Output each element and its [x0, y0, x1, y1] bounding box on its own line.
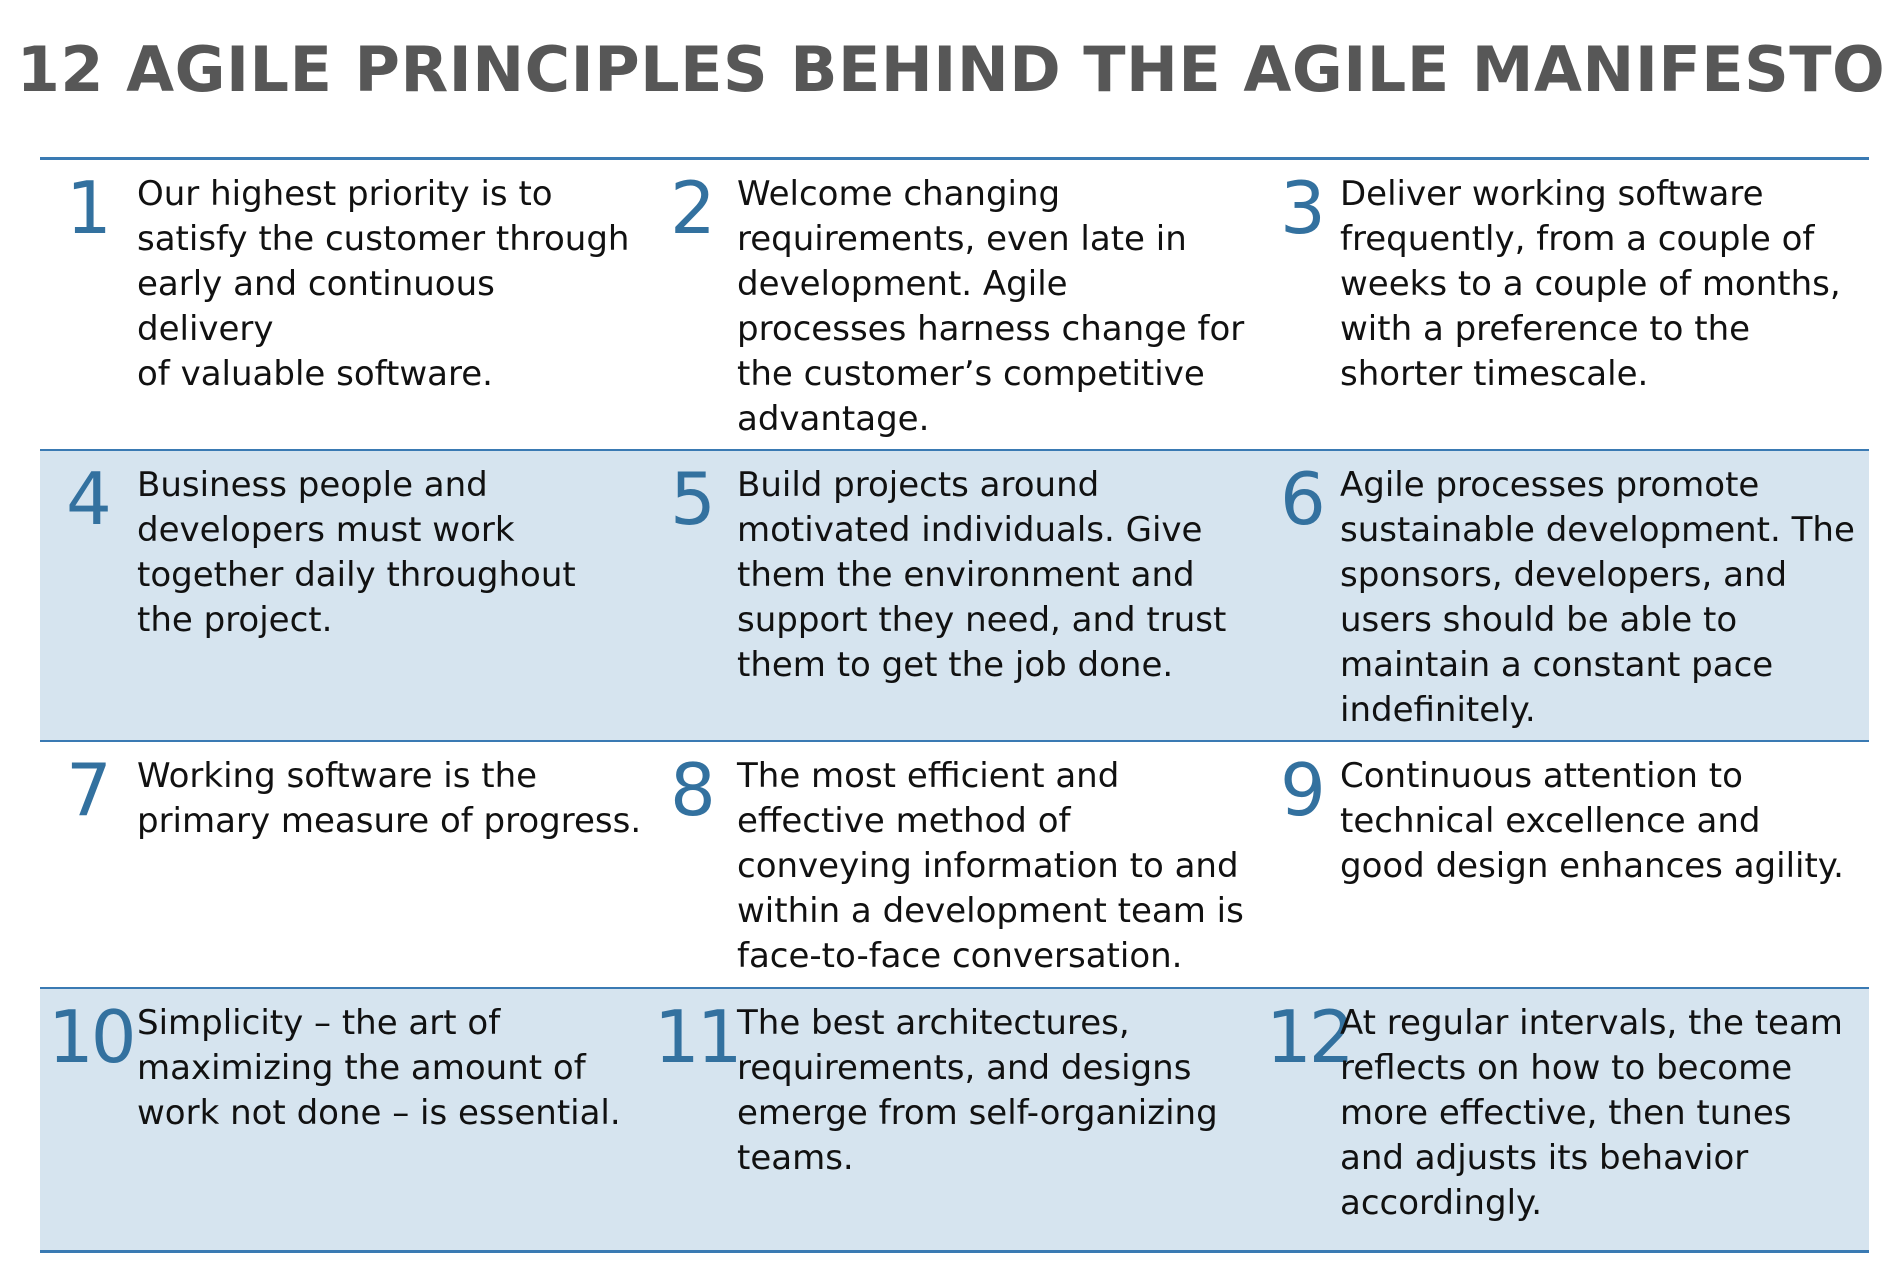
principles-row: 4 Business people and developers must wo…: [40, 451, 1869, 742]
principles-row: 10 Simplicity – the art of maximizing th…: [40, 989, 1869, 1250]
principle-cell-1: 1 Our highest priority is to satisfy the…: [40, 160, 650, 449]
principle-text: At regular intervals, the team reflects …: [1340, 1003, 1843, 1223]
principle-number: 1: [66, 166, 112, 250]
principle-number: 8: [670, 748, 716, 832]
principle-number: 12: [1266, 995, 1355, 1079]
principle-cell-6: 6 Agile processes promote sustainable de…: [1262, 451, 1869, 740]
principle-text: The best architectures, requirements, an…: [737, 1003, 1218, 1178]
principle-cell-3: 3 Deliver working software frequently, f…: [1262, 160, 1869, 449]
principle-number: 4: [66, 457, 112, 541]
principle-number: 3: [1280, 166, 1326, 250]
principle-number: 9: [1280, 748, 1326, 832]
principle-text: The most efficient and effective method …: [737, 756, 1244, 976]
principle-cell-10: 10 Simplicity – the art of maximizing th…: [40, 989, 650, 1250]
principle-cell-2: 2 Welcome changing requirements, even la…: [650, 160, 1262, 449]
principle-text: Agile processes promote sustainable deve…: [1340, 465, 1855, 730]
principle-cell-11: 11 The best architectures, requirements,…: [650, 989, 1262, 1250]
principle-cell-7: 7 Working software is the primary measur…: [40, 742, 650, 987]
principle-number: 10: [48, 995, 137, 1079]
principle-number: 5: [670, 457, 716, 541]
principle-text: Welcome changing requirements, even late…: [737, 174, 1245, 439]
principle-number: 2: [670, 166, 716, 250]
principle-cell-9: 9 Continuous attention to technical exce…: [1262, 742, 1869, 987]
principle-text: Deliver working software frequently, fro…: [1340, 174, 1841, 394]
principles-grid: 1 Our highest priority is to satisfy the…: [40, 157, 1869, 1253]
principle-text: Working software is the primary measure …: [137, 756, 642, 841]
principle-text: Simplicity – the art of maximizing the a…: [137, 1003, 621, 1133]
principle-text: Continuous attention to technical excell…: [1340, 756, 1844, 886]
principle-cell-5: 5 Build projects around motivated indivi…: [650, 451, 1262, 740]
principles-row: 1 Our highest priority is to satisfy the…: [40, 160, 1869, 451]
principle-text: Business people and developers must work…: [137, 465, 576, 640]
principle-number: 6: [1280, 457, 1326, 541]
page-title: 12 AGILE PRINCIPLES BEHIND THE AGILE MAN…: [16, 33, 1886, 106]
principle-cell-4: 4 Business people and developers must wo…: [40, 451, 650, 740]
principle-cell-8: 8 The most efficient and effective metho…: [650, 742, 1262, 987]
principle-number: 7: [66, 748, 112, 832]
principle-text: Our highest priority is to satisfy the c…: [137, 174, 630, 394]
principle-number: 11: [654, 995, 743, 1079]
principle-text: Build projects around motivated individu…: [737, 465, 1227, 685]
principles-row: 7 Working software is the primary measur…: [40, 742, 1869, 989]
principle-cell-12: 12 At regular intervals, the team reflec…: [1262, 989, 1869, 1250]
